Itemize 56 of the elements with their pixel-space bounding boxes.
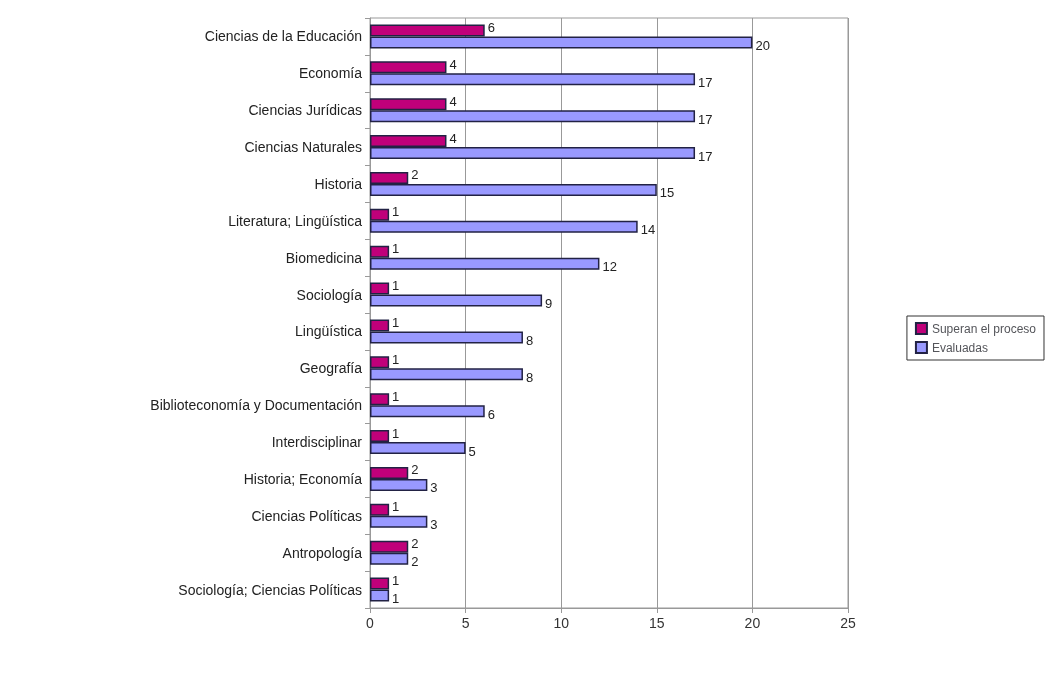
legend-label: Evaluadas [931,340,988,355]
data-label: 20 [755,37,770,53]
data-label: 4 [449,93,457,109]
data-label: 1 [392,241,400,257]
data-label: 1 [392,388,400,404]
data-label: 1 [392,204,400,220]
data-label: 8 [525,369,534,385]
y-tick-label: Lingüística [295,323,363,340]
y-tick-label: Literatura; Lingüística [228,212,363,229]
data-label: 1 [392,425,400,441]
data-label: 4 [449,130,457,146]
y-tick-label: Historia; Economía [243,470,363,487]
y-tick-label: Biomedicina [285,249,363,266]
data-label: 15 [659,185,675,201]
y-tick-label: Antropología [282,544,363,561]
data-label: 3 [430,517,438,533]
x-tick-label: 10 [553,615,570,631]
data-label: 1 [392,591,400,607]
y-tick-label: Biblioteconomía y Documentación [150,397,362,414]
data-label: 6 [487,406,495,422]
data-label: 14 [640,222,656,238]
y-tick-label: Economía [298,65,363,82]
data-label: 1 [392,314,400,330]
y-tick-label: Ciencias de la Educación [204,28,362,45]
x-tick-label: 0 [366,615,375,631]
y-tick-label: Historia [314,175,363,192]
y-tick-label: Sociología; Ciencias Políticas [178,581,362,598]
x-tick-label: 20 [744,615,761,631]
y-tick-label: Interdisciplinar [271,434,363,451]
data-label: 8 [525,332,534,348]
data-label: 1 [392,278,400,294]
data-label: 5 [468,443,476,459]
y-tick-label: Geografía [299,360,363,377]
data-label: 9 [545,296,553,312]
data-label: 1 [392,351,400,367]
y-tick-label: Ciencias Jurídicas [248,102,362,119]
data-label: 6 [487,19,495,35]
data-label: 2 [411,536,419,552]
data-label: 1 [392,499,400,515]
data-label: 3 [430,480,438,496]
data-label: 17 [698,148,713,164]
data-label: 2 [411,554,419,570]
data-label: 17 [698,74,713,90]
data-label: 2 [411,462,419,478]
legend-label: Superan el proceso [931,321,1037,336]
x-tick-label: 25 [840,615,856,631]
x-tick-label: 15 [649,615,665,631]
data-label: 12 [602,259,617,275]
data-label: 4 [449,56,457,72]
y-tick-label: Ciencias Políticas [251,507,362,524]
data-label: 2 [411,167,419,183]
y-tick-label: Sociología [296,286,363,303]
x-tick-label: 5 [461,615,470,631]
y-tick-label: Ciencias Naturales [244,139,362,156]
data-label: 1 [392,573,400,589]
data-label: 17 [698,111,713,127]
